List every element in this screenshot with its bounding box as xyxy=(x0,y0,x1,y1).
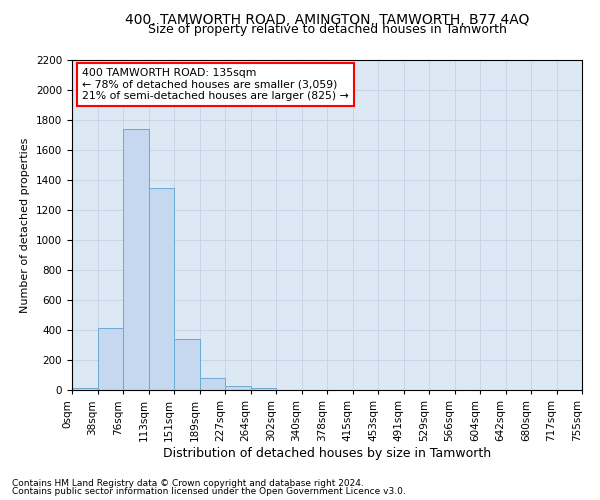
Bar xyxy=(97,328,123,390)
Bar xyxy=(174,339,199,390)
X-axis label: Distribution of detached houses by size in Tamworth: Distribution of detached houses by size … xyxy=(163,446,491,460)
Bar xyxy=(123,129,149,390)
Bar xyxy=(199,378,225,390)
Text: Contains HM Land Registry data © Crown copyright and database right 2024.: Contains HM Land Registry data © Crown c… xyxy=(12,478,364,488)
Bar xyxy=(72,388,97,390)
Text: Contains public sector information licensed under the Open Government Licence v3: Contains public sector information licen… xyxy=(12,487,406,496)
Text: 400, TAMWORTH ROAD, AMINGTON, TAMWORTH, B77 4AQ: 400, TAMWORTH ROAD, AMINGTON, TAMWORTH, … xyxy=(125,12,529,26)
Text: 400 TAMWORTH ROAD: 135sqm
← 78% of detached houses are smaller (3,059)
21% of se: 400 TAMWORTH ROAD: 135sqm ← 78% of detac… xyxy=(82,68,349,102)
Bar xyxy=(251,388,276,390)
Bar xyxy=(149,188,174,390)
Y-axis label: Number of detached properties: Number of detached properties xyxy=(20,138,31,312)
Text: Size of property relative to detached houses in Tamworth: Size of property relative to detached ho… xyxy=(148,22,506,36)
Bar xyxy=(225,386,251,390)
